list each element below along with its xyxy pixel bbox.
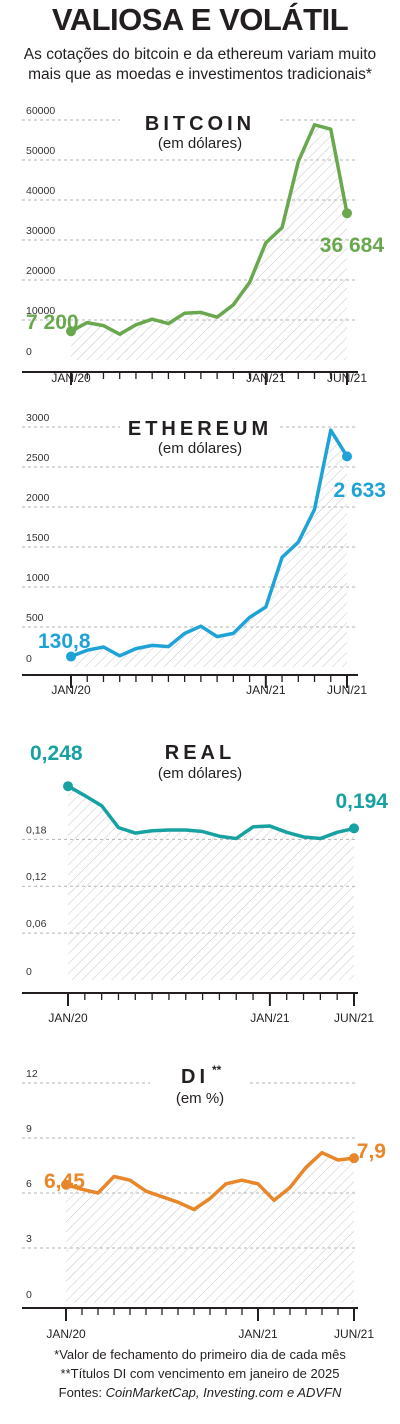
subtitle-line-1: As cotações do bitcoin e da ethereum var… [23, 46, 377, 63]
di-x-label: JAN/21 [238, 1327, 278, 1341]
di-x-label: JAN/20 [46, 1327, 86, 1341]
ethereum-unit-label: (em dólares) [158, 440, 242, 457]
bitcoin-end-value: 36 684 [320, 234, 385, 257]
real-x-label: JUN/21 [334, 1011, 374, 1025]
ethereum-ytick-label: 0 [26, 653, 32, 665]
real-line [66, 784, 356, 841]
bitcoin-ytick-label: 60000 [26, 105, 55, 117]
bitcoin-end-point [342, 208, 352, 219]
di-ytick-label: 9 [26, 1123, 32, 1135]
ethereum-end-point [342, 451, 352, 462]
di-end-value: 7,9 [357, 1140, 386, 1163]
ethereum-svg: 0 500 1000 1500 2000 2500 3000 JAN/20 JAN/21 JUN/… [22, 412, 386, 697]
ethereum-line [69, 428, 349, 659]
bitcoin-x-label: JAN/20 [51, 371, 91, 385]
subtitle-line-2: mais que as moedas e investimentos tradi… [28, 66, 372, 83]
real-end-value: 0,194 [335, 790, 388, 813]
bitcoin-title-bg [120, 112, 280, 154]
real-svg: 0 0,06 0,12 0,18 JAN/20 JAN/21 JUN/21 0,248 0,19… [22, 741, 388, 1025]
bitcoin-svg: 0 10000 20000 30000 40000 50000 60000 JAN/20 JAN… [22, 105, 385, 385]
ethereum-x-label: JAN/20 [51, 683, 91, 697]
ethereum-ytick-label: 3000 [26, 412, 50, 424]
di-chart: 0 3 6 9 12 JAN/20 JAN/21 JUN/21 6,45 7,9 DI ** (em %… [0, 1060, 400, 1345]
bitcoin-x-ticks [70, 373, 348, 385]
real-end-point [349, 823, 359, 834]
di-svg: 0 3 6 9 12 JAN/20 JAN/21 JUN/21 6,45 7,9 DI ** (em %… [22, 1063, 386, 1341]
bitcoin-x-label: JAN/21 [246, 371, 286, 385]
sources-list: CoinMarketCap, Investing.com e ADVFN [105, 1385, 342, 1400]
real-title: REAL [165, 742, 235, 764]
bitcoin-ytick-label: 30000 [26, 225, 55, 237]
real-ytick-label: 0,06 [26, 918, 47, 930]
bitcoin-start-point [66, 326, 76, 337]
ethereum-x-label: JAN/21 [246, 683, 286, 697]
di-end-point [349, 1153, 359, 1164]
di-ytick-label: 0 [26, 1289, 32, 1301]
bitcoin-chart: 0 10000 20000 30000 40000 50000 60000 JAN/20 JAN… [0, 100, 400, 400]
bitcoin-ytick-label: 20000 [26, 265, 55, 277]
footnote-sources: Fontes: CoinMarketCap, Investing.com e A… [0, 1383, 400, 1402]
ethereum-x-label: JUN/21 [327, 683, 367, 697]
footnotes: *Valor de fechamento do primeiro dia de … [0, 1345, 400, 1402]
real-area [68, 786, 354, 980]
footnote-closing-value: *Valor de fechamento do primeiro dia de … [54, 1347, 346, 1362]
ethereum-ytick-label: 500 [26, 612, 44, 624]
di-ytick-label: 3 [26, 1233, 32, 1245]
real-ytick-label: 0 [26, 966, 32, 978]
bitcoin-ytick-label: 40000 [26, 185, 55, 197]
ethereum-ytick-label: 2000 [26, 492, 50, 504]
bitcoin-x-label: JUN/21 [327, 371, 367, 385]
real-start-point [63, 781, 73, 792]
di-ytick-label: 12 [26, 1068, 38, 1080]
real-unit-label: (em dólares) [158, 765, 242, 782]
real-chart: 0 0,06 0,12 0,18 JAN/20 JAN/21 JUN/21 0,248 0,19… [0, 725, 400, 1030]
di-title: DI [181, 1066, 209, 1088]
ethereum-area [71, 430, 347, 667]
real-ytick-label: 0,18 [26, 824, 47, 836]
bitcoin-title: BITCOIN [145, 113, 255, 135]
bitcoin-ytick-label: 50000 [26, 145, 55, 157]
bitcoin-start-value: 7 200 [26, 311, 79, 334]
di-x-label: JUN/21 [334, 1327, 374, 1341]
di-title-superscript: ** [212, 1063, 222, 1077]
real-x-label: JAN/21 [250, 1011, 290, 1025]
di-x-ticks [65, 1309, 355, 1321]
ethereum-title: ETHEREUM [128, 418, 272, 440]
di-ytick-label: 6 [26, 1178, 32, 1190]
footnote-di-titles: **Títulos DI com vencimento em janeiro d… [60, 1366, 340, 1381]
ethereum-title-bg [120, 417, 280, 459]
bitcoin-ytick-label: 10000 [26, 305, 55, 317]
ethereum-chart: 0 500 1000 1500 2000 2500 3000 JAN/20 JAN/21 JUN/… [0, 405, 400, 705]
bitcoin-line [69, 123, 349, 336]
real-x-label: JAN/20 [48, 1011, 88, 1025]
di-area [66, 1152, 354, 1303]
real-title-bg [120, 741, 280, 784]
real-ytick-label: 0,12 [26, 871, 47, 883]
bitcoin-area [71, 124, 347, 360]
di-start-value: 6,45 [44, 1170, 85, 1193]
real-x-ticks [67, 994, 355, 1006]
di-start-point [61, 1179, 71, 1190]
ethereum-ytick-label: 1000 [26, 572, 50, 584]
infographic-title: VALIOSA E VOLÁTIL [51, 2, 349, 37]
ethereum-start-point [66, 651, 76, 662]
ethereum-ytick-label: 2500 [26, 452, 50, 464]
real-start-value: 0,248 [30, 742, 83, 765]
infographic-subtitle: As cotações do bitcoin e da ethereum var… [0, 45, 400, 85]
ethereum-end-value: 2 633 [333, 479, 386, 502]
di-unit-label: (em %) [176, 1090, 224, 1107]
sources-prefix: Fontes: [58, 1385, 106, 1400]
ethereum-ytick-label: 1500 [26, 532, 50, 544]
ethereum-x-ticks [70, 676, 348, 688]
di-line [64, 1150, 356, 1212]
bitcoin-unit-label: (em dólares) [158, 135, 242, 152]
bitcoin-ytick-label: 0 [26, 346, 32, 358]
ethereum-start-value: 130,8 [38, 630, 91, 653]
di-title-bg [150, 1065, 250, 1109]
